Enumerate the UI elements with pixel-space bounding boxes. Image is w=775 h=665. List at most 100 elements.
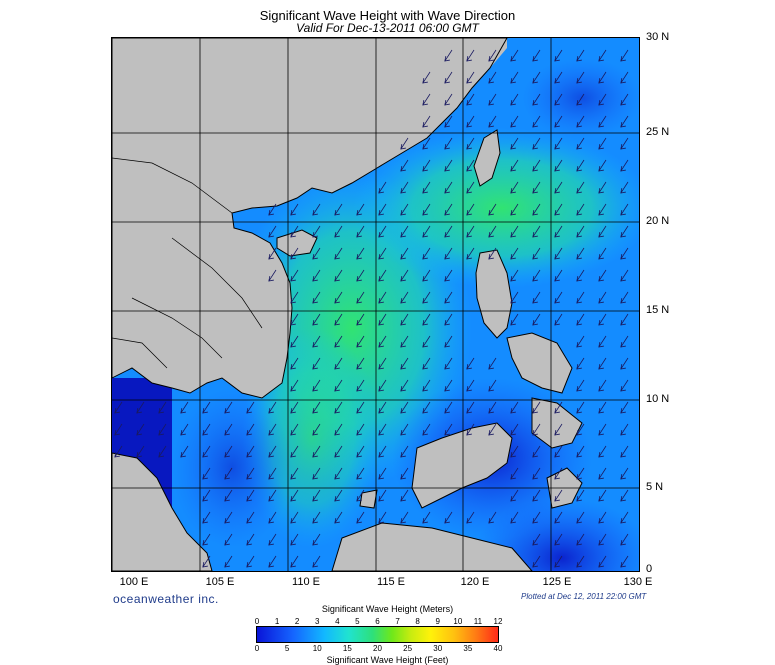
wave-arrow xyxy=(290,533,299,546)
wave-arrow xyxy=(422,335,431,348)
wave-arrow-head xyxy=(158,451,164,458)
wave-arrow xyxy=(400,247,409,260)
wave-arrow-head xyxy=(400,495,406,502)
wave-arrow-head xyxy=(224,429,230,436)
wave-arrow xyxy=(378,269,387,282)
country-borders xyxy=(112,157,263,369)
wave-arrow xyxy=(312,445,321,458)
wave-arrow-head xyxy=(620,495,626,502)
wave-arrow-head xyxy=(576,165,582,172)
wave-arrow xyxy=(378,467,387,480)
wave-arrow xyxy=(466,159,475,172)
wave-arrow xyxy=(202,401,211,414)
wave-arrow-head xyxy=(268,451,274,458)
wave-arrow xyxy=(334,203,343,216)
wave-arrow-head xyxy=(114,407,120,414)
wave-arrow-head xyxy=(598,539,604,546)
wave-arrow-head xyxy=(290,539,296,546)
wave-arrow xyxy=(554,489,563,502)
wave-arrow xyxy=(334,313,343,326)
wave-arrow-head xyxy=(532,77,538,84)
wave-arrow-head xyxy=(554,253,560,260)
wave-arrow-head xyxy=(620,407,626,414)
wave-arrow xyxy=(268,445,277,458)
wave-arrow-head xyxy=(422,275,428,282)
wave-arrow xyxy=(466,115,475,128)
colorbar-tick-meters: 11 xyxy=(473,617,483,626)
wave-arrow-head xyxy=(620,165,626,172)
wave-arrow-head xyxy=(510,231,516,238)
wave-arrow-head xyxy=(202,451,208,458)
wave-arrow-head xyxy=(466,77,472,84)
wave-arrow xyxy=(290,313,299,326)
wave-arrow xyxy=(620,379,629,392)
wave-arrow xyxy=(334,445,343,458)
wave-arrow-head xyxy=(400,209,406,216)
wave-arrow-head xyxy=(510,143,516,150)
colorbar-tick-meters: 12 xyxy=(493,617,503,626)
wave-arrow xyxy=(378,225,387,238)
lon-label-125e: 125 E xyxy=(542,576,572,588)
wave-arrow xyxy=(576,49,585,62)
wave-arrow-head xyxy=(532,495,538,502)
wave-arrow xyxy=(554,313,563,326)
wave-arrow xyxy=(510,225,519,238)
wave-arrow xyxy=(356,511,365,524)
wave-arrow xyxy=(444,357,453,370)
wave-arrow xyxy=(532,159,541,172)
wave-arrow xyxy=(488,71,497,84)
wave-arrow-head xyxy=(598,363,604,370)
wave-arrow xyxy=(378,203,387,216)
wave-arrow-head xyxy=(290,561,296,568)
wave-arrow xyxy=(312,533,321,546)
wave-arrow-head xyxy=(312,297,318,304)
wave-arrow-head xyxy=(466,209,472,216)
wave-arrow xyxy=(268,489,277,502)
wave-arrow xyxy=(180,423,189,436)
wave-arrow xyxy=(224,401,233,414)
wave-arrow-head xyxy=(510,517,516,524)
wave-arrow-head xyxy=(488,363,494,370)
wave-arrow-head xyxy=(620,385,626,392)
wave-arrow-head xyxy=(510,473,516,480)
wave-arrow-head xyxy=(378,517,384,524)
wave-arrow xyxy=(268,423,277,436)
wave-arrow-head xyxy=(290,209,296,216)
wave-arrow-head xyxy=(246,429,252,436)
wave-arrow-head xyxy=(422,429,428,436)
wave-arrow xyxy=(510,445,519,458)
wave-arrow xyxy=(444,159,453,172)
wave-arrow-head xyxy=(598,495,604,502)
wave-arrow xyxy=(290,379,299,392)
wave-arrow xyxy=(576,203,585,216)
wave-arrow-head xyxy=(620,209,626,216)
wave-arrow xyxy=(554,203,563,216)
wave-arrow-head xyxy=(620,187,626,194)
wave-arrow xyxy=(532,247,541,260)
wave-arrow xyxy=(290,423,299,436)
wave-arrow-head xyxy=(378,363,384,370)
wave-arrow xyxy=(422,115,431,128)
wave-arrow xyxy=(356,467,365,480)
wave-arrow xyxy=(444,71,453,84)
wave-arrow xyxy=(290,489,299,502)
wave-arrow-head xyxy=(290,275,296,282)
wave-arrow xyxy=(400,313,409,326)
wave-arrow-head xyxy=(422,341,428,348)
wave-arrow xyxy=(444,313,453,326)
colorbar-tick-meters: 0 xyxy=(254,617,260,626)
wave-arrow xyxy=(488,203,497,216)
wave-arrow xyxy=(620,313,629,326)
wave-arrow xyxy=(576,555,585,568)
wave-arrow xyxy=(312,291,321,304)
wave-arrow-head xyxy=(290,407,296,414)
wave-arrow-head xyxy=(466,55,472,62)
wave-arrow xyxy=(554,467,563,480)
wave-arrow-head xyxy=(532,187,538,194)
wave-arrow xyxy=(268,247,277,260)
wave-arrow xyxy=(576,379,585,392)
wave-arrow-head xyxy=(268,473,274,480)
wave-arrow-head xyxy=(378,407,384,414)
wave-arrow xyxy=(268,511,277,524)
wave-arrow-head xyxy=(290,253,296,260)
